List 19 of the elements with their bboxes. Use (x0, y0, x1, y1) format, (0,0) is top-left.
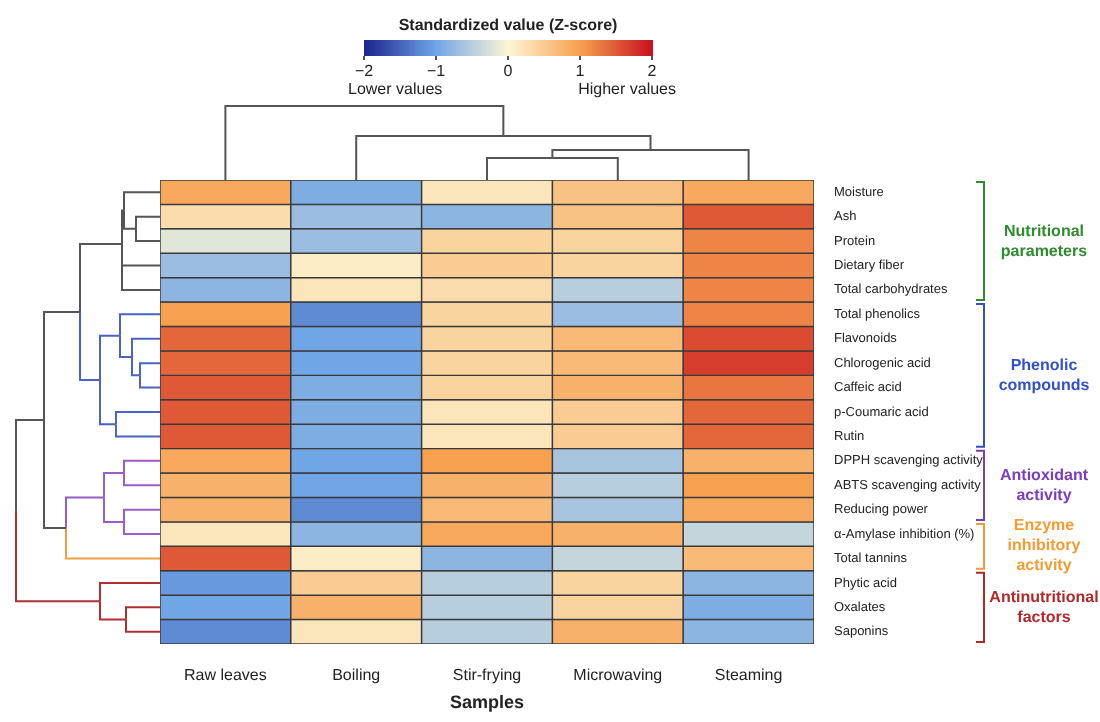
x-axis-title: Samples (449, 692, 525, 713)
color-bar-label: 2 (647, 62, 658, 80)
text: Antioxidant activity (998, 465, 1090, 506)
text: Nutritional parameters (998, 221, 1090, 262)
text: Higher values (578, 80, 676, 98)
text: Enzyme inhibitory activity (1005, 516, 1083, 577)
text: Phenolic compounds (996, 355, 1092, 396)
text: Lower values (348, 80, 443, 98)
color-bar-title: Standardized value (Z-score) (398, 16, 619, 34)
x-tick-label: Boiling (332, 666, 381, 685)
color-bar-label: 1 (575, 62, 586, 80)
x-tick-label: Stir-frying (452, 666, 522, 685)
color-bar-label: 0 (503, 62, 514, 80)
color-bar-label: −2 (354, 62, 375, 80)
x-tick-label: Microwaving (573, 666, 663, 685)
x-tick-label: Steaming (714, 666, 783, 685)
x-tick-label: Raw leaves (184, 666, 267, 685)
text: Antinutritional factors (987, 587, 1100, 628)
color-bar-label: −1 (426, 62, 447, 80)
